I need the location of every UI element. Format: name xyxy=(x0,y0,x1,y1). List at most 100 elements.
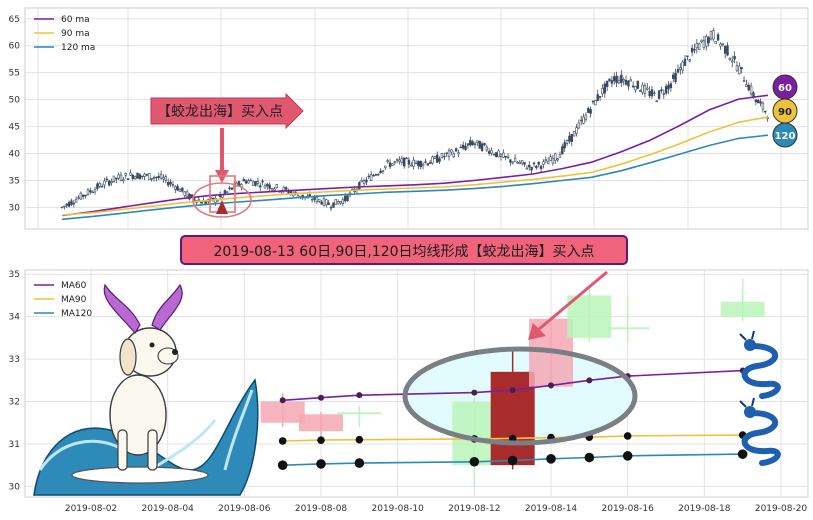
ma-point xyxy=(584,452,595,463)
price-candle xyxy=(395,159,399,162)
dragon-horns xyxy=(739,330,755,341)
price-candle xyxy=(608,78,611,82)
bottom-ytick-label: 30 xyxy=(9,482,21,492)
price-candle xyxy=(631,85,635,88)
price-candle xyxy=(377,173,380,176)
price-candle xyxy=(709,31,713,40)
price-candle xyxy=(454,148,458,152)
price-candle xyxy=(452,153,455,158)
price-candle xyxy=(601,88,604,95)
ma-point xyxy=(469,456,480,467)
bottom-xtick-label: 2019-08-18 xyxy=(678,504,731,514)
price-candle xyxy=(424,161,427,163)
price-candle xyxy=(261,180,264,183)
price-candle xyxy=(520,160,524,164)
price-candle xyxy=(528,164,531,168)
candle-body xyxy=(720,301,765,317)
price-candle xyxy=(466,143,470,146)
top-ytick-label: 60 xyxy=(9,42,21,52)
price-candle xyxy=(360,180,363,182)
price-candle xyxy=(176,186,179,191)
price-candle xyxy=(535,165,538,169)
price-candle xyxy=(256,181,260,184)
price-candle xyxy=(329,207,333,209)
price-candle xyxy=(372,175,375,177)
ma-point xyxy=(509,387,516,394)
price-candle xyxy=(341,199,345,204)
price-candle xyxy=(89,190,92,193)
ma-point xyxy=(586,377,593,384)
price-candle xyxy=(705,36,708,47)
price-candle xyxy=(226,191,229,193)
price-candle xyxy=(93,188,97,193)
top-legend-label: 90 ma xyxy=(61,29,90,39)
price-candle xyxy=(473,143,477,145)
dog-ear xyxy=(119,338,137,376)
price-candle xyxy=(308,194,311,197)
bottom-xtick-label: 2019-08-14 xyxy=(525,504,578,514)
price-candle xyxy=(594,100,597,106)
dog-leg-left xyxy=(117,429,128,471)
price-candle xyxy=(145,174,149,176)
price-candle xyxy=(438,158,441,162)
price-candle xyxy=(77,197,80,199)
price-candle xyxy=(96,183,99,189)
dog-eye xyxy=(149,342,155,348)
price-candle xyxy=(63,205,66,208)
price-candle xyxy=(400,158,404,163)
price-candle xyxy=(565,140,569,144)
price-candle xyxy=(674,72,677,82)
dragon-body xyxy=(741,410,781,466)
price-candle xyxy=(731,60,734,63)
dragon-body xyxy=(741,343,781,399)
price-candle xyxy=(707,37,710,44)
price-candle xyxy=(266,183,269,187)
blue-dragon-upper xyxy=(739,330,781,399)
price-candle xyxy=(343,195,347,202)
price-candle xyxy=(402,157,406,167)
price-candle xyxy=(641,84,644,93)
price-candle xyxy=(735,65,739,72)
price-candle xyxy=(516,161,519,164)
price-candle xyxy=(117,174,120,179)
price-candle xyxy=(617,79,621,84)
price-candle xyxy=(667,84,670,90)
dragon-horns xyxy=(739,397,755,408)
ma-point xyxy=(316,459,326,469)
price-candle xyxy=(733,56,736,60)
price-candle xyxy=(749,85,753,95)
bottom-ytick-label: 33 xyxy=(9,355,20,365)
price-candle xyxy=(485,146,488,151)
surfing-dog-illustration xyxy=(33,283,259,496)
ma-point xyxy=(622,451,633,461)
price-candle xyxy=(650,89,654,97)
price-candle xyxy=(60,206,64,209)
price-candle xyxy=(497,150,500,158)
ma-badge-circle xyxy=(772,122,798,148)
top-ytick-label: 40 xyxy=(9,150,21,160)
price-candle xyxy=(86,189,90,195)
price-candle xyxy=(620,74,623,84)
top-ytick-label: 45 xyxy=(9,123,20,133)
price-candle xyxy=(596,94,599,101)
price-candle xyxy=(603,83,607,94)
chart-title: 2019-08-13 60日,90日,120日均线形成【蛟龙出海】买入点 xyxy=(213,244,594,260)
bottom-xtick-label: 2019-08-10 xyxy=(372,504,425,514)
price-candle xyxy=(542,161,545,165)
price-candle xyxy=(216,200,219,202)
price-candle xyxy=(346,195,349,201)
surfboard xyxy=(71,466,209,484)
top-ma-line-60-ma xyxy=(61,94,769,217)
price-candle xyxy=(629,79,632,82)
price-candle xyxy=(84,194,87,197)
candle-body xyxy=(490,371,535,466)
price-candle xyxy=(131,174,134,179)
bottom-xtick-label: 2019-08-08 xyxy=(295,504,348,514)
blue-dragon-lower xyxy=(739,397,781,466)
price-candle xyxy=(133,176,137,180)
price-candle xyxy=(476,140,479,143)
price-candle xyxy=(393,161,396,163)
ma-point xyxy=(623,432,632,440)
price-candle xyxy=(327,202,330,205)
price-candle xyxy=(591,100,595,103)
